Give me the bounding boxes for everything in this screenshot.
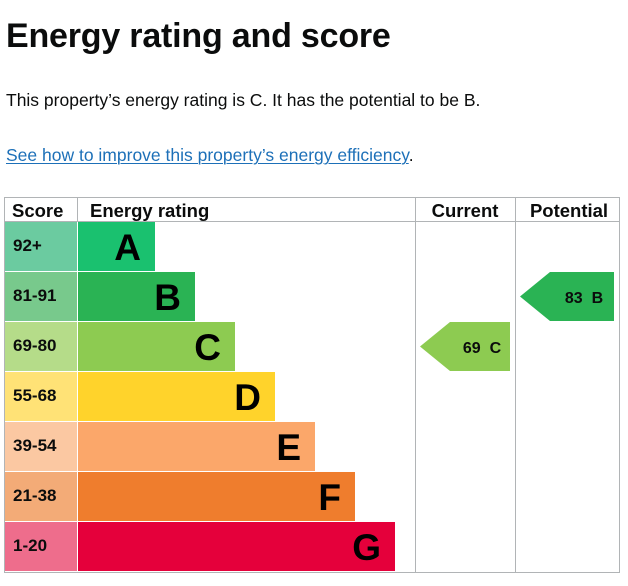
column-headers: Score Energy rating Current Potential [12, 200, 608, 221]
score-cell-b [5, 272, 77, 321]
rating-letter-g: G [352, 527, 381, 568]
header-potential: Potential [530, 200, 608, 221]
chart-frame [4, 197, 620, 573]
header-current: Current [432, 200, 499, 221]
current-rating-label: 69 C [463, 340, 502, 357]
page-title: Energy rating and score [6, 17, 391, 55]
header-score: Score [12, 200, 63, 221]
rating-bar-a [78, 222, 155, 271]
score-range-b: 81-91 [13, 286, 56, 305]
score-cell-a [5, 222, 77, 271]
bands-layer: 92+ A 81-91 B 69-80 C 55-68 D 39-54 E 21-38 F 1-20 G [5, 222, 395, 571]
score-range-f: 21-38 [13, 486, 56, 505]
rating-bar-c [78, 322, 235, 371]
header-energy-rating: Energy rating [90, 200, 209, 221]
potential-rating-label: 83 B [565, 290, 603, 307]
rating-bar-b [78, 272, 195, 321]
rating-bar-e [78, 422, 315, 471]
score-cell-e [5, 422, 77, 471]
potential-arrow [520, 272, 614, 321]
score-cell-g [5, 522, 77, 571]
score-range-e: 39-54 [13, 436, 57, 455]
rating-letter-c: C [194, 327, 221, 368]
grid-layer [4, 197, 620, 573]
rating-summary: This property’s energy rating is C. It h… [6, 90, 481, 110]
rating-bar-d [78, 372, 275, 421]
score-range-d: 55-68 [13, 386, 56, 405]
score-range-g: 1-20 [13, 536, 47, 555]
rating-letter-a: A [114, 227, 141, 268]
score-cell-f [5, 472, 77, 521]
rating-bar-g [78, 522, 395, 571]
rating-bar-f [78, 472, 355, 521]
rating-letter-d: D [234, 377, 261, 418]
rating-letter-b: B [154, 277, 181, 318]
score-range-a: 92+ [13, 236, 42, 255]
improve-efficiency-link[interactable]: See how to improve this property’s energ… [6, 145, 409, 165]
improve-link-suffix: . [408, 145, 414, 165]
rating-letter-f: F [318, 477, 341, 518]
current-arrow [420, 322, 510, 371]
arrows-layer: 69 C 83 B [420, 272, 614, 371]
improve-paragraph: See how to improve this property’s energ… [6, 143, 414, 167]
score-cell-c [5, 322, 77, 371]
score-range-c: 69-80 [13, 336, 56, 355]
score-cell-d [5, 372, 77, 421]
rating-letter-e: E [276, 427, 301, 468]
